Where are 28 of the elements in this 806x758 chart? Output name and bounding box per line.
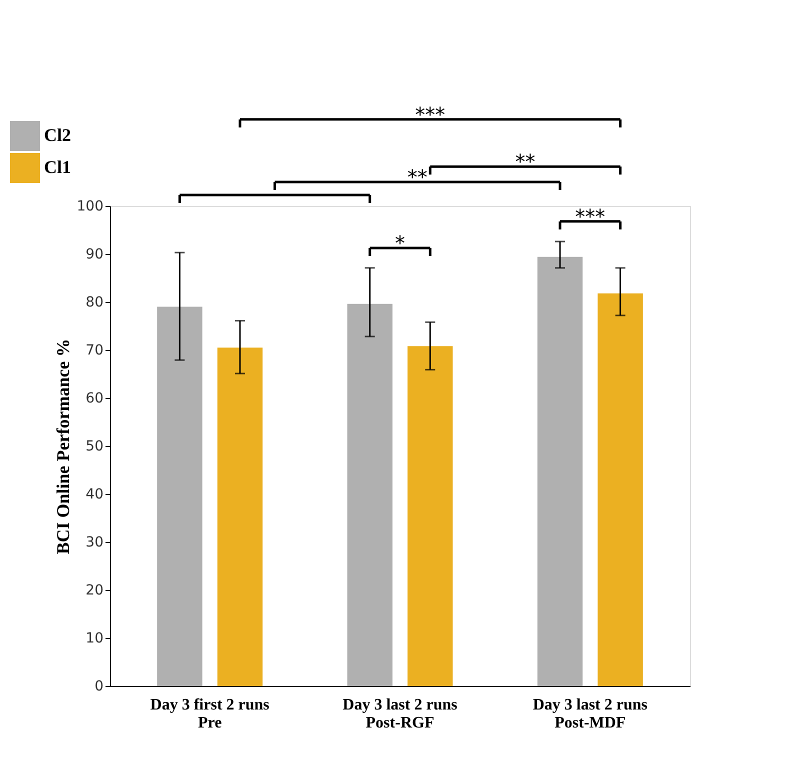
x-tick-label: Day 3 last 2 runs Post-MDF xyxy=(532,696,648,732)
text: ** xyxy=(407,165,428,189)
y-tick-label: 70 xyxy=(86,342,104,358)
bar xyxy=(157,306,202,686)
x-tick-label: Day 3 first 2 runs Pre xyxy=(150,696,270,732)
bar xyxy=(537,256,583,686)
text: *** xyxy=(415,102,446,126)
y-tick-label: 90 xyxy=(86,246,104,262)
legend-label: Cl1 xyxy=(44,157,71,177)
bar xyxy=(347,304,392,686)
annotation: * xyxy=(395,231,405,255)
y-tick-label: 40 xyxy=(86,486,104,502)
bar xyxy=(598,293,643,686)
y-tick-label: 100 xyxy=(76,198,104,214)
x-tick-label: Day 3 last 2 runs Post-RGF xyxy=(342,696,458,732)
y-tick-label: 60 xyxy=(86,390,104,406)
annotation: *** xyxy=(575,204,606,228)
bar xyxy=(217,348,263,686)
y-tick-label: 50 xyxy=(86,438,104,454)
legend-label: Cl2 xyxy=(44,125,71,145)
y-tick-label: 20 xyxy=(86,582,104,598)
y-axis-title: BCI Online Performance % xyxy=(52,338,73,554)
y-tick-label: 10 xyxy=(86,630,104,646)
y-tick-label: 30 xyxy=(86,534,104,550)
bar xyxy=(408,346,453,686)
y-tick-label: 0 xyxy=(94,678,104,694)
text: ** xyxy=(515,150,536,174)
y-tick-label: 80 xyxy=(86,294,104,310)
